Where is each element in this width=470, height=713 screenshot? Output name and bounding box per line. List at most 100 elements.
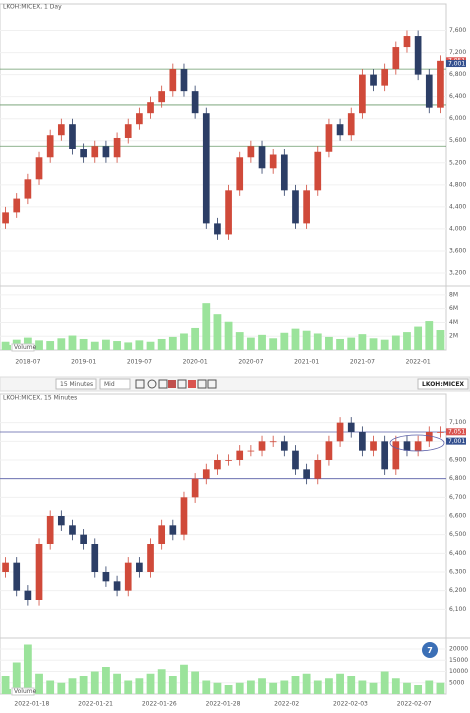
candle-body [347,113,355,136]
candle-body [392,441,400,470]
candle-body [370,74,377,86]
candle-body [147,544,154,572]
volume-bar [258,334,266,350]
candle-body [280,441,288,451]
badge[interactable] [422,642,438,658]
candle-body [258,441,266,451]
candle-body [136,113,143,125]
x-tick-label: 2019-01 [71,359,96,366]
candle-body [46,135,54,158]
price-tag-label: 7,051 [448,429,465,436]
legend-swatch [3,345,11,350]
volume-bar [157,669,166,694]
candle-body [57,124,65,136]
volume-bar [235,332,244,350]
volume-bar [403,332,411,350]
y-tick-label: 6,800 [449,475,466,482]
volume-bar [57,682,66,694]
candle-body [35,157,43,180]
volume-bar [235,682,244,694]
volume-bar [224,685,233,694]
candle-body [392,47,400,70]
volume-tick-label: 5000 [449,679,464,686]
candle-body [370,441,377,451]
volume-bar [202,303,211,350]
candle-body [325,441,333,460]
candle-body [225,460,232,461]
tool-icon[interactable] [158,379,168,389]
tool-icon[interactable] [177,379,187,389]
candle-body [2,562,9,572]
interval-label[interactable]: 15 Minutes [60,381,93,388]
volume-bar [313,680,322,694]
interval-select[interactable] [55,378,97,390]
tool-icon[interactable] [188,380,196,388]
symbol-label[interactable]: LKOH:MICEX [422,381,464,388]
y-tick-label: 7,600 [449,27,466,34]
y-tick-label: 3,200 [449,269,466,276]
volume-bar [191,327,200,350]
price-tag-label: 7,001 [448,60,465,67]
y-tick-label: 6,300 [449,569,466,576]
tool-icon[interactable] [197,379,207,389]
y-tick-label: 7,100 [449,419,466,426]
y-tick-label: 5,600 [449,137,466,144]
volume-bar [269,682,278,694]
candle-body [425,74,433,108]
volume-bar [325,336,333,350]
volume-bar [347,337,356,350]
tool-icon[interactable] [135,379,145,389]
tool-icon[interactable] [147,379,157,389]
y-tick-label: 6,400 [449,93,466,100]
candle-body [180,497,188,535]
badge-label[interactable]: 7 [427,646,433,655]
volume-bar [57,338,66,350]
volume-bar [168,336,177,350]
candle-body [359,432,366,451]
x-tick-label: 2019-07 [127,359,152,366]
candle-body [57,516,65,526]
candle-body [169,69,177,92]
x-tick-label: 2022-01-21 [78,701,113,708]
candle-body [214,223,221,235]
volume-bar [146,673,155,694]
volume-bar [168,676,177,694]
candle-body [269,154,277,169]
candle-body [191,91,199,114]
volume-bar [157,338,166,350]
y-tick-label: 6,500 [449,531,466,538]
candle-body [91,146,99,158]
volume-bar [191,671,200,694]
candle-body [403,36,411,48]
candle-body [381,69,389,86]
x-tick-label: 2022-02-07 [397,701,432,708]
volume-bar [391,678,400,694]
candle-body [269,441,277,443]
candle-body [24,590,32,600]
price-tag-label: 7,001 [448,438,465,445]
candle-body [292,450,299,470]
candle-body [280,154,288,191]
tool-icon[interactable] [168,380,176,388]
y-tick-label: 6,700 [449,494,466,501]
y-tick-label: 3,600 [449,247,466,254]
volume-tick-label: 2M [449,333,458,340]
volume-bar [436,330,445,350]
tool-icon[interactable] [207,379,217,389]
candle-body [314,460,322,479]
volume-bar [180,333,188,350]
volume-tick-label: 15000 [449,657,468,664]
x-tick-label: 2022-02 [274,701,299,708]
x-tick-label: 2020-01 [183,359,208,366]
legend-label: Volume [14,344,37,351]
volume-bar [102,667,110,694]
volume-bar [124,680,133,694]
x-tick-label: 2022-02-03 [333,701,368,708]
volume-bar [135,678,144,694]
price-type-select[interactable] [99,378,131,390]
price-type-label[interactable]: Mid [104,381,115,388]
symbol-box[interactable] [417,378,469,390]
volume-bar [414,685,423,694]
candle-body [258,146,266,169]
